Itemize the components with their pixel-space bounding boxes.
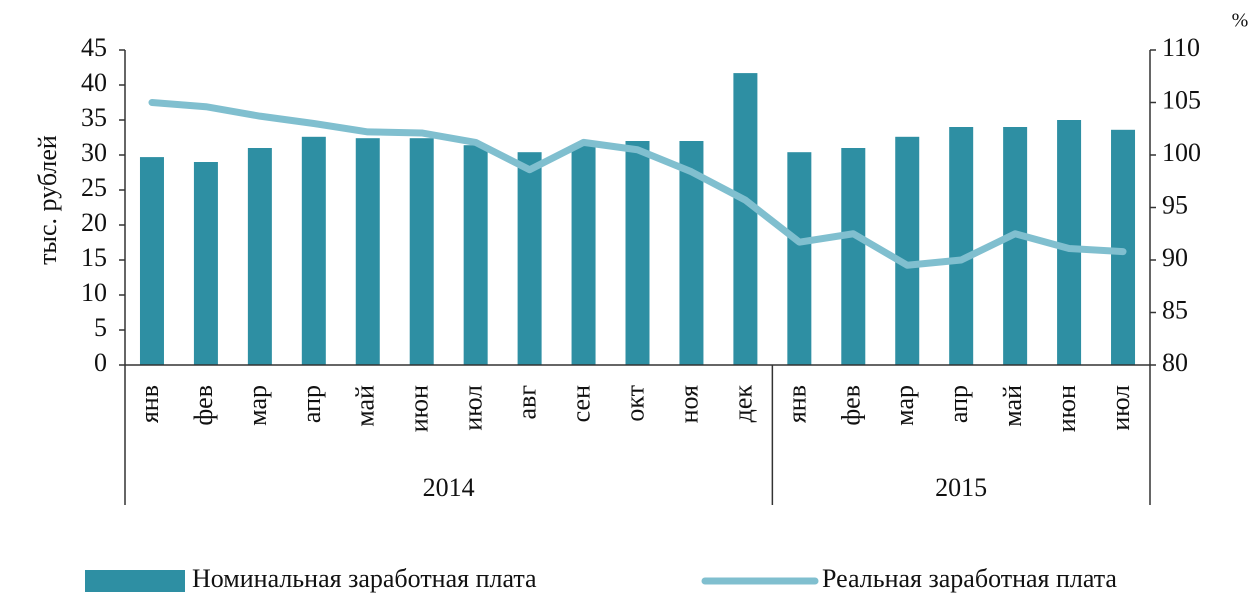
y2-axis-label: %: [1232, 10, 1249, 32]
bar: [1057, 120, 1082, 365]
y-tick-label: 30: [81, 138, 107, 167]
bar: [787, 152, 812, 365]
bar: [139, 157, 164, 365]
line: [148, 99, 1127, 269]
x-tick-label: дек: [728, 385, 757, 423]
bar: [1111, 129, 1136, 365]
y2-tick-label: 85: [1162, 295, 1188, 324]
x-tick-label: янв: [782, 385, 811, 423]
x-tick-label: фев: [189, 385, 218, 426]
bar: [193, 162, 218, 365]
y-tick-label: 25: [81, 173, 107, 202]
x-tick-label: май: [351, 385, 380, 427]
y2-tick-label: 105: [1162, 85, 1201, 114]
bar: [301, 136, 326, 365]
bar: [733, 73, 758, 365]
y-tick-label: 20: [81, 208, 107, 237]
y2-tick-label: 95: [1162, 190, 1188, 219]
bar: [517, 152, 542, 365]
bar: [1003, 127, 1028, 365]
y-tick-label: 15: [81, 243, 107, 272]
x-tick-label: ноя: [674, 385, 703, 423]
x-tick-label: окт: [620, 385, 649, 422]
y2-tick-label: 100: [1162, 138, 1201, 167]
y2-tick-label: 110: [1162, 33, 1200, 62]
bar: [463, 145, 488, 365]
bar: [949, 127, 974, 365]
y-tick-label: 45: [81, 33, 107, 62]
x-tick-label: апр: [297, 385, 326, 423]
x-tick-label: июл: [459, 385, 488, 431]
bar: [571, 145, 596, 365]
legend-label: Реальная заработная плата: [822, 564, 1117, 593]
y-tick-label: 35: [81, 103, 107, 132]
group-label: 2014: [423, 473, 475, 502]
bar: [625, 141, 650, 365]
x-tick-label: янв: [135, 385, 164, 423]
x-tick-label: фев: [836, 385, 865, 426]
group-label: 2015: [935, 473, 987, 502]
x-tick-label: апр: [944, 385, 973, 423]
x-tick-label: авг: [513, 385, 542, 419]
legend-swatch: [85, 570, 185, 592]
bar: [355, 138, 380, 365]
y2-tick-label: 80: [1162, 348, 1188, 377]
x-tick-label: июл: [1106, 385, 1135, 431]
y-tick-label: 40: [81, 68, 107, 97]
y-tick-label: 10: [81, 278, 107, 307]
y2-tick-label: 90: [1162, 243, 1188, 272]
legend-label: Номинальная заработная плата: [192, 564, 537, 593]
x-tick-label: май: [998, 385, 1027, 427]
bar: [409, 138, 434, 365]
x-tick-label: сен: [567, 385, 596, 422]
y-tick-label: 0: [94, 348, 107, 377]
x-tick-label: июн: [1052, 385, 1081, 432]
y-axis-label: тыс. рублей: [33, 135, 62, 265]
x-tick-label: июн: [405, 385, 434, 432]
bar: [895, 136, 920, 365]
x-tick-label: мар: [243, 385, 272, 426]
bar: [841, 148, 866, 365]
y-tick-label: 5: [94, 313, 107, 342]
x-tick-label: мар: [890, 385, 919, 426]
bar: [247, 148, 272, 365]
